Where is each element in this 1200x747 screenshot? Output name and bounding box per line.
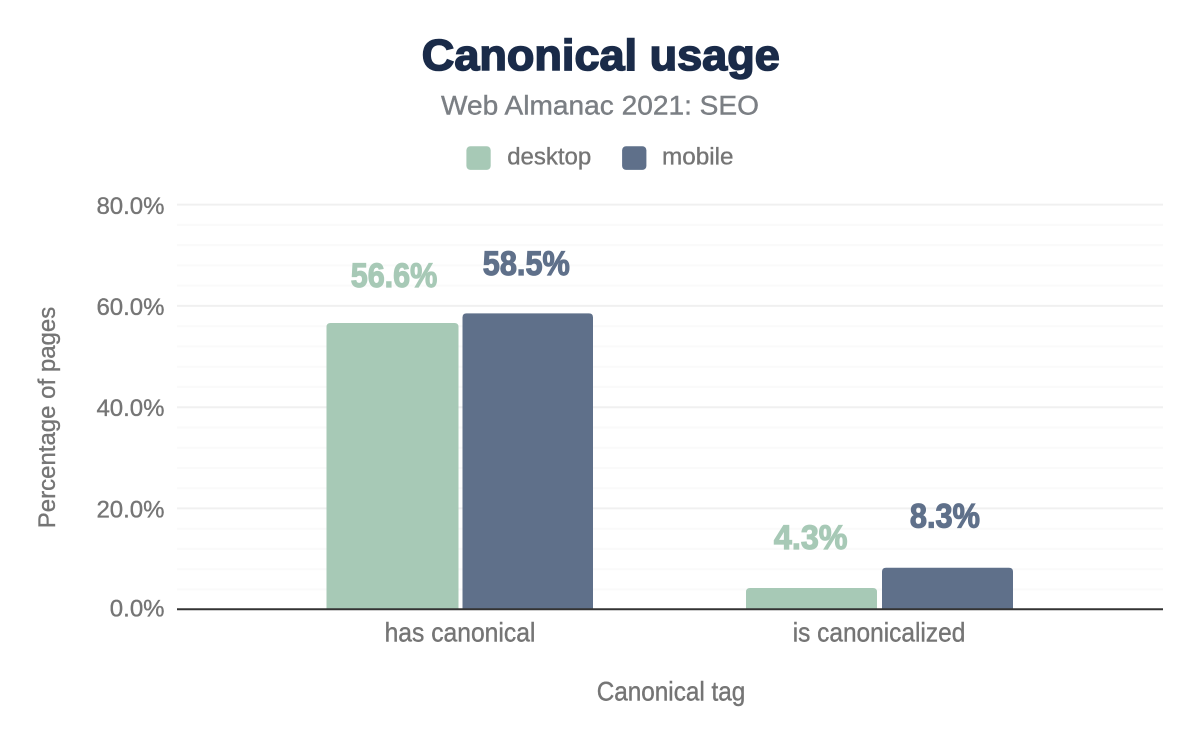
svg-text:is canonicalized: is canonicalized bbox=[793, 617, 966, 647]
svg-text:mobile: mobile bbox=[662, 143, 734, 170]
svg-text:desktop: desktop bbox=[507, 143, 591, 170]
svg-text:4.3%: 4.3% bbox=[774, 519, 848, 557]
svg-text:Canonical usage: Canonical usage bbox=[422, 31, 780, 80]
svg-text:60.0%: 60.0% bbox=[96, 294, 164, 321]
svg-text:Percentage of pages: Percentage of pages bbox=[34, 307, 61, 529]
svg-text:40.0%: 40.0% bbox=[96, 395, 164, 422]
svg-text:20.0%: 20.0% bbox=[96, 496, 164, 523]
svg-text:58.5%: 58.5% bbox=[483, 245, 570, 283]
svg-text:Web Almanac 2021: SEO: Web Almanac 2021: SEO bbox=[441, 91, 759, 121]
svg-text:80.0%: 80.0% bbox=[96, 193, 164, 220]
svg-text:8.3%: 8.3% bbox=[910, 498, 980, 536]
svg-text:56.6%: 56.6% bbox=[351, 257, 438, 295]
svg-text:has canonical: has canonical bbox=[385, 617, 536, 647]
svg-text:0.0%: 0.0% bbox=[110, 596, 165, 623]
svg-text:Canonical tag: Canonical tag bbox=[597, 677, 746, 707]
